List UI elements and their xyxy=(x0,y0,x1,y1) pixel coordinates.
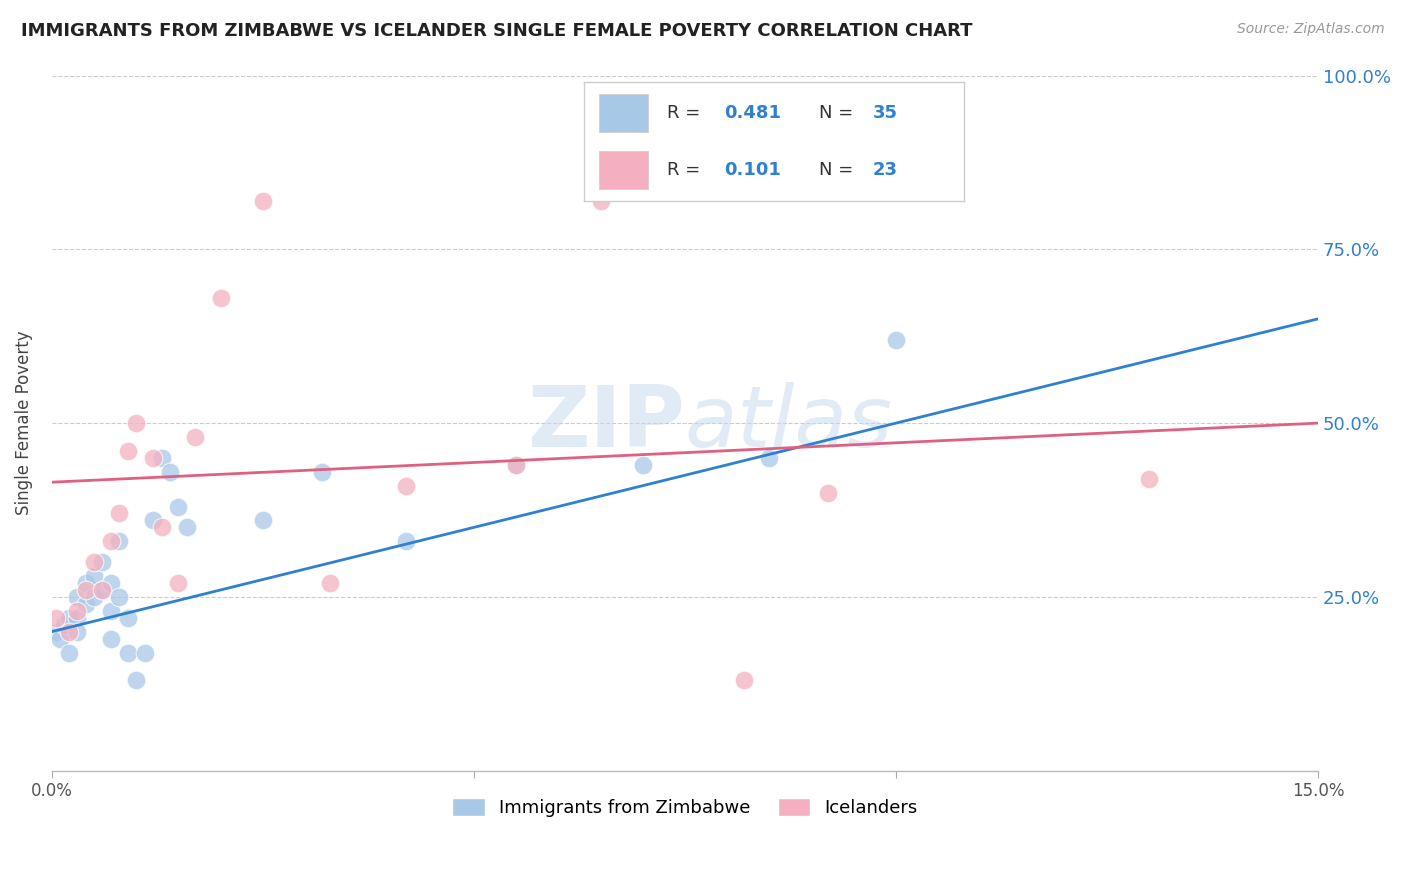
Point xyxy=(45,624,67,639)
Point xyxy=(758,450,780,465)
Point xyxy=(75,576,97,591)
Point xyxy=(167,500,190,514)
Point xyxy=(58,624,80,639)
Point xyxy=(884,333,907,347)
Text: atlas: atlas xyxy=(685,382,893,465)
Point xyxy=(108,507,131,521)
Point xyxy=(631,458,654,472)
Point xyxy=(100,576,122,591)
Point xyxy=(53,617,76,632)
Text: Source: ZipAtlas.com: Source: ZipAtlas.com xyxy=(1237,22,1385,37)
Point xyxy=(75,597,97,611)
Point xyxy=(91,555,114,569)
Point xyxy=(100,534,122,549)
Point xyxy=(100,604,122,618)
Point xyxy=(66,624,89,639)
Point xyxy=(134,646,156,660)
Point xyxy=(252,194,274,208)
Point xyxy=(91,582,114,597)
Point xyxy=(125,416,148,430)
Point xyxy=(108,534,131,549)
Point xyxy=(58,646,80,660)
Point xyxy=(159,465,181,479)
Point xyxy=(66,604,89,618)
Text: IMMIGRANTS FROM ZIMBABWE VS ICELANDER SINGLE FEMALE POVERTY CORRELATION CHART: IMMIGRANTS FROM ZIMBABWE VS ICELANDER SI… xyxy=(21,22,973,40)
Point xyxy=(83,569,105,583)
Point xyxy=(49,632,72,646)
Point xyxy=(184,430,207,444)
Point xyxy=(589,194,612,208)
Point xyxy=(505,458,527,472)
Point xyxy=(66,611,89,625)
Point xyxy=(150,520,173,534)
Point xyxy=(91,582,114,597)
Point xyxy=(142,450,165,465)
Point xyxy=(319,576,342,591)
Point xyxy=(252,513,274,527)
Point xyxy=(117,444,139,458)
Y-axis label: Single Female Poverty: Single Female Poverty xyxy=(15,331,32,516)
Point xyxy=(395,534,418,549)
Point xyxy=(505,458,527,472)
Point xyxy=(75,582,97,597)
Point xyxy=(100,632,122,646)
Point xyxy=(395,478,418,492)
Point xyxy=(209,291,232,305)
Point xyxy=(733,673,755,688)
Point xyxy=(45,611,67,625)
Point xyxy=(117,646,139,660)
Point xyxy=(150,450,173,465)
Point xyxy=(117,611,139,625)
Point xyxy=(311,465,333,479)
Point xyxy=(167,576,190,591)
Point xyxy=(83,590,105,604)
Point xyxy=(83,555,105,569)
Text: ZIP: ZIP xyxy=(527,382,685,465)
Point xyxy=(817,485,839,500)
Point xyxy=(176,520,198,534)
Point xyxy=(108,590,131,604)
Point xyxy=(125,673,148,688)
Point xyxy=(142,513,165,527)
Point xyxy=(66,590,89,604)
Point xyxy=(1137,472,1160,486)
Legend: Immigrants from Zimbabwe, Icelanders: Immigrants from Zimbabwe, Icelanders xyxy=(444,790,925,824)
Point xyxy=(58,611,80,625)
